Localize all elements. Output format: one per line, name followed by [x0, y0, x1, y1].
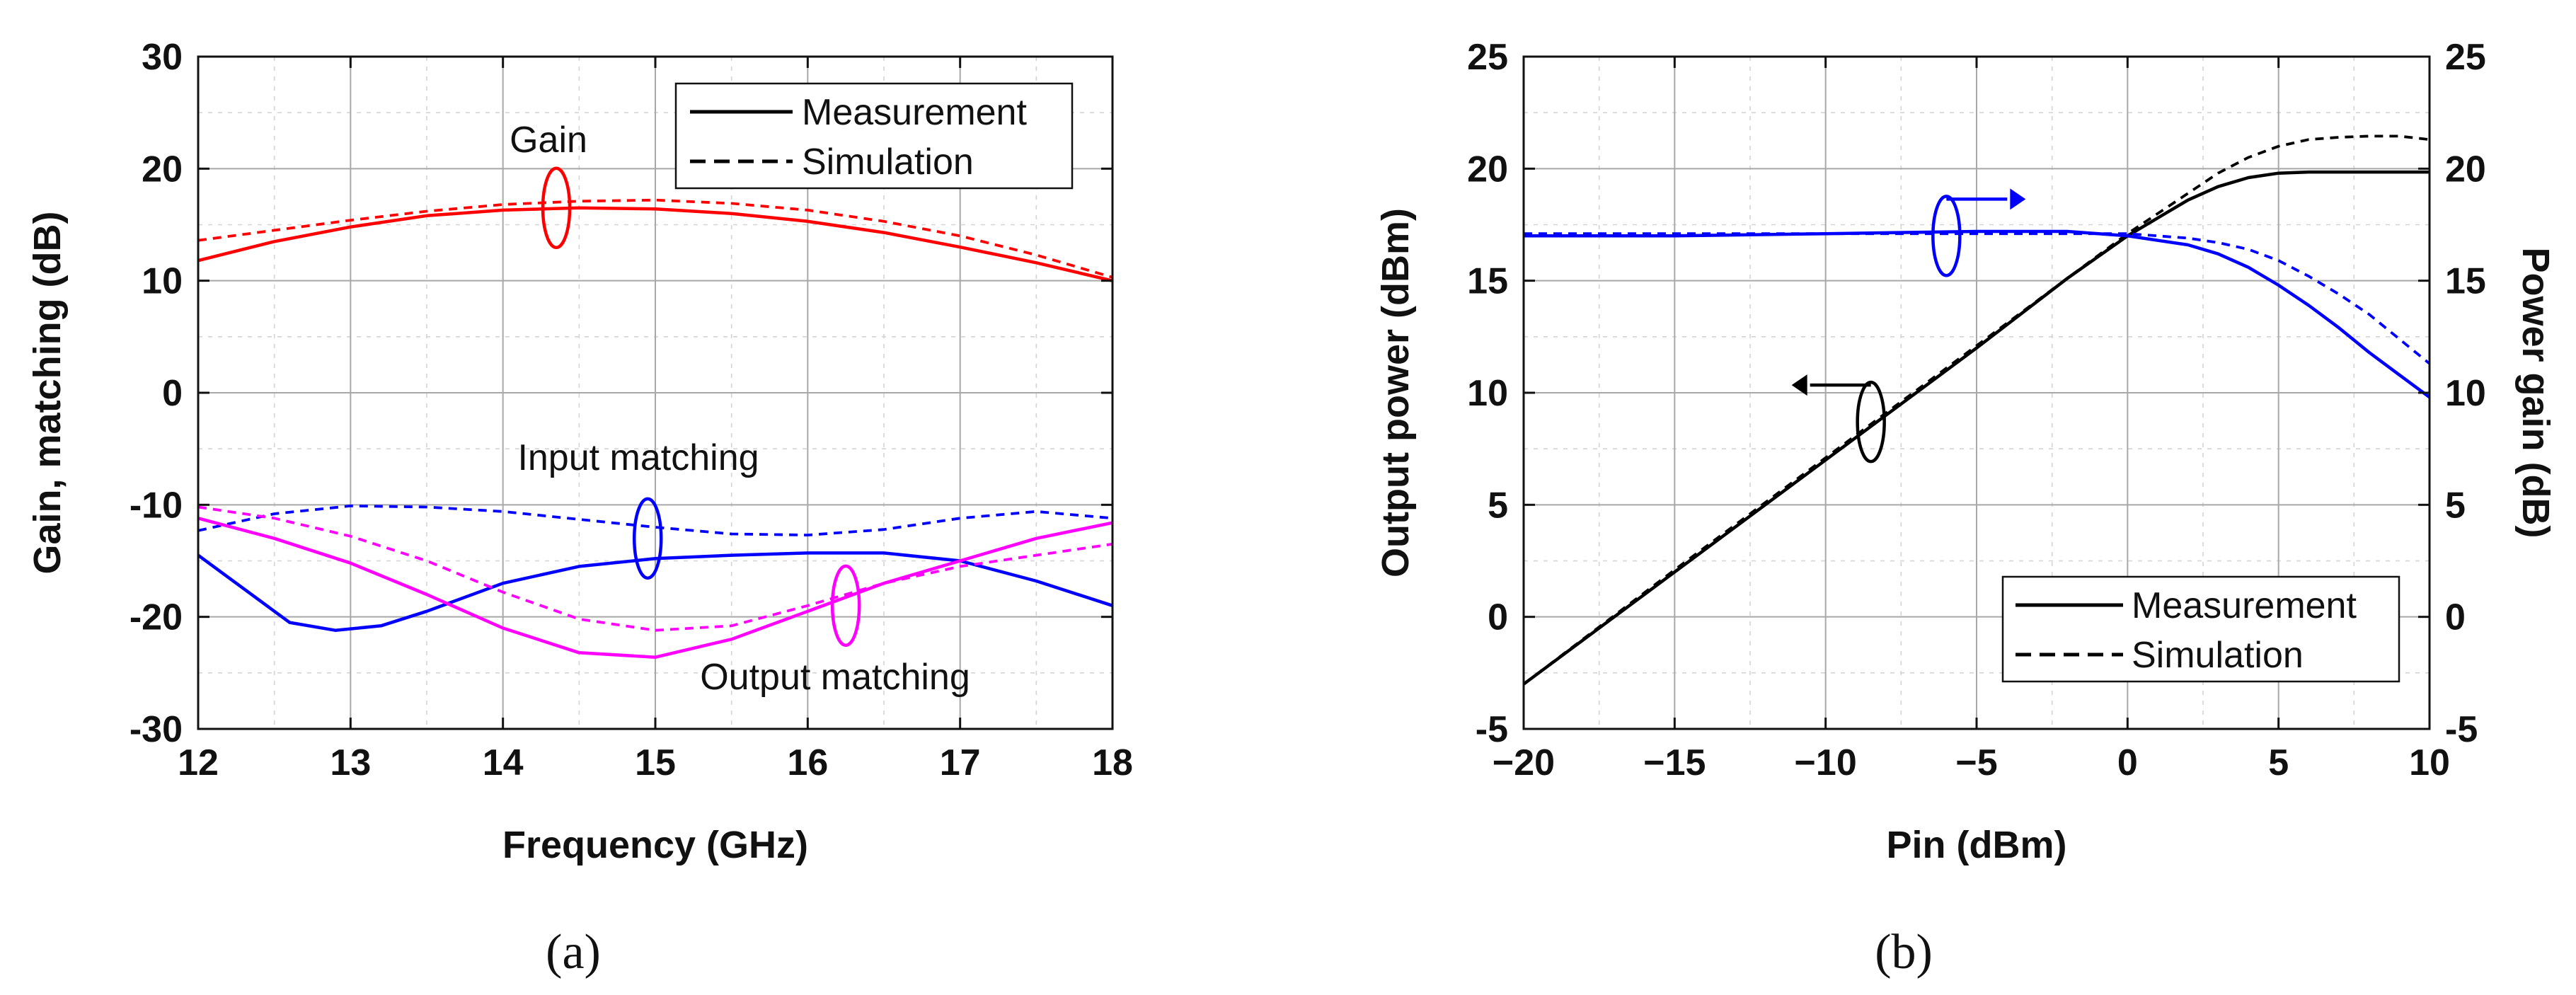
- chart-a-x-tick-label: 13: [330, 742, 371, 783]
- annotation-output-matching-label: Output matching: [700, 657, 970, 698]
- chart-b-y2-tick-label: 0: [2445, 597, 2466, 638]
- chart-a-x-axis-title: Frequency (GHz): [502, 824, 808, 866]
- chart-a-y-tick-label: -20: [130, 597, 183, 638]
- chart-a: 12 13 14 15 16 17 18 -30 -20 -10 0 10 20 30 Frequency…: [26, 37, 1133, 979]
- chart-a-x-tick-label: 15: [635, 742, 676, 783]
- chart-b-y-tick-label: 20: [1467, 149, 1508, 190]
- chart-b-y-tick-label: 10: [1467, 373, 1508, 414]
- chart-b-y2-tick-label: 5: [2445, 485, 2466, 526]
- chart-b-x-axis-title: Pin (dBm): [1887, 824, 2067, 866]
- chart-b-y2-tick-label: 10: [2445, 373, 2486, 414]
- chart-a-y-tick-label: -30: [130, 709, 183, 750]
- figure-canvas: 12 13 14 15 16 17 18 -30 -20 -10 0 10 20 30 Frequency…: [0, 0, 2576, 991]
- chart-a-y-tick-label: 30: [142, 37, 183, 78]
- annotation-input-matching-label: Input matching: [517, 437, 759, 478]
- annotation-gain-label: Gain: [510, 120, 587, 161]
- chart-b-x-tick-label: 0: [2117, 742, 2138, 783]
- chart-a-y-tick-label: -10: [130, 485, 183, 526]
- chart-b-y-tick-label: 0: [1488, 597, 1508, 638]
- chart-b-x-tick-label: −15: [1643, 742, 1706, 783]
- chart-a-x-tick-label: 12: [178, 742, 219, 783]
- chart-b-x-tick-label: 10: [2409, 742, 2450, 783]
- chart-b-annotation-ellipse: [1858, 382, 1885, 461]
- chart-a-x-tick-label: 18: [1092, 742, 1133, 783]
- chart-b-annotation-ellipse: [1933, 196, 1960, 275]
- chart-b-y2-axis-title: Power gain (dB): [2514, 247, 2557, 538]
- chart-b: −20 −15 −10 −5 0 5 10-50510152025-50510152025 …: [1374, 37, 2557, 979]
- chart-b-y-axis-title: Output power (dBm): [1374, 208, 1417, 577]
- chart-a-y-tick-label: 0: [162, 373, 183, 414]
- legend-b-measurement-label: Measurement: [2132, 585, 2357, 626]
- chart-a-x-tick-label: 16: [787, 742, 828, 783]
- chart-b-y2-tick-label: 15: [2445, 261, 2486, 302]
- chart-b-annotations: [1792, 188, 2026, 461]
- chart-a-caption: (a): [546, 925, 601, 979]
- chart-b-x-tick-label: −5: [1955, 742, 1997, 783]
- chart-a-x-tick-label: 14: [483, 742, 524, 783]
- chart-b-y2-tick-label: 20: [2445, 149, 2486, 190]
- chart-b-y-tick-label: 25: [1467, 37, 1508, 78]
- chart-b-y2-tick-label: -5: [2445, 709, 2478, 750]
- chart-b-legend: Measurement Simulation: [2003, 577, 2399, 681]
- chart-b-x-tick-label: −10: [1795, 742, 1857, 783]
- chart-b-y2-tick-label: 25: [2445, 37, 2486, 78]
- chart-b-caption: (b): [1875, 925, 1933, 979]
- chart-a-annotation-ellipse: [832, 566, 859, 645]
- chart-b-x-tick-label: 5: [2268, 742, 2289, 783]
- chart-b-annotation-arrow-head: [2010, 188, 2025, 209]
- chart-b-y-tick-label: 15: [1467, 261, 1508, 302]
- figure-svg: 12 13 14 15 16 17 18 -30 -20 -10 0 10 20 30 Frequency…: [0, 0, 2576, 991]
- chart-b-y-tick-label: -5: [1476, 709, 1508, 750]
- chart-a-annotation-ellipse: [634, 499, 661, 578]
- chart-b-y-tick-label: 5: [1488, 485, 1508, 526]
- chart-a-x-tick-label: 17: [940, 742, 981, 783]
- legend-a-simulation-label: Simulation: [802, 142, 974, 183]
- chart-a-y-axis-title: Gain, matching (dB): [26, 212, 69, 575]
- legend-b-simulation-label: Simulation: [2132, 635, 2304, 676]
- legend-a-measurement-label: Measurement: [802, 92, 1027, 133]
- chart-a-legend: Measurement Simulation: [676, 84, 1072, 188]
- chart-a-y-tick-label: 20: [142, 149, 183, 190]
- chart-a-y-tick-label: 10: [142, 261, 183, 302]
